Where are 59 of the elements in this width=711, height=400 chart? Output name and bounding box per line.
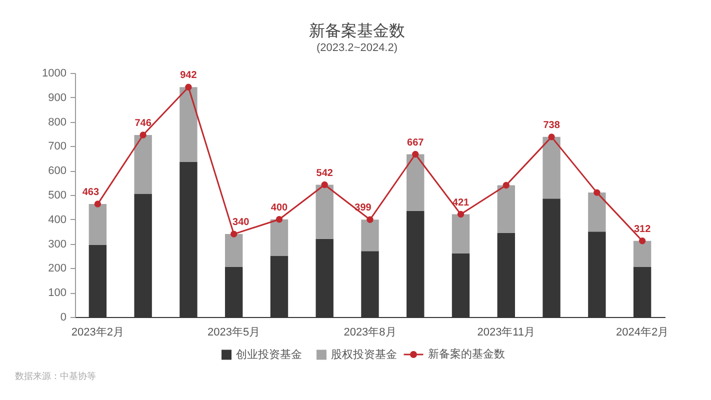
data-label: 746 [134,118,152,129]
bar [497,185,516,233]
point [548,134,555,140]
source-note: 数据来源：中基协等 [15,371,96,381]
y-tick-label: 700 [48,140,66,153]
point [594,189,600,196]
bar [224,234,243,267]
bar [134,134,152,194]
y-tick-label: 1000 [42,68,66,80]
point [366,216,374,223]
point [321,181,328,188]
legend-label: 新备案的基金数 [428,348,505,360]
point [94,200,102,208]
y-tick-label: 500 [48,190,66,202]
data-label: 340 [232,217,250,228]
bar [406,154,424,211]
bar [316,184,334,239]
bar [542,136,560,199]
data-label: 667 [407,137,424,148]
point [276,216,283,223]
bar [633,240,652,267]
legend-label: 创业投资基金 [236,348,302,361]
point [638,238,646,244]
point [502,182,510,189]
data-label: 542 [316,168,334,179]
data-label: 942 [180,70,198,82]
point [230,230,238,238]
bar [361,220,379,252]
y-tick-label: 900 [48,92,66,104]
data-label: 400 [270,202,288,214]
y-tick-label: 0 [60,312,66,324]
y-tick-label: 400 [48,214,66,226]
chart-title: 新备案基金数 [309,22,405,40]
point [412,150,419,158]
x-tick-label: 2024年2月 [616,326,669,338]
y-tick-label: 200 [48,262,66,275]
bar [270,219,288,256]
bar [452,214,470,254]
bar [180,87,198,162]
point [185,84,192,90]
x-tick-label: 2023年2月 [71,326,124,338]
point [140,132,146,138]
bar [588,192,606,232]
x-tick-label: 2023年5月 [208,326,260,338]
x-tick-label: 2023年11月 [477,326,536,338]
data-label: 399 [354,202,372,214]
data-label: 421 [452,197,470,208]
x-tick-label: 2023年8月 [344,326,396,338]
data-label: 312 [634,224,652,235]
data-label: 738 [543,120,560,131]
point [457,210,464,218]
y-tick-label: 600 [48,165,66,178]
legend-label: 股权投资基金 [331,348,397,361]
data-label: 463 [82,187,100,198]
y-tick-label: 100 [48,287,66,300]
chart-subtitle: (2023.2~2024.2) [316,42,398,54]
y-tick-label: 300 [48,238,66,250]
y-tick-label: 800 [48,116,66,128]
bar [88,204,107,246]
